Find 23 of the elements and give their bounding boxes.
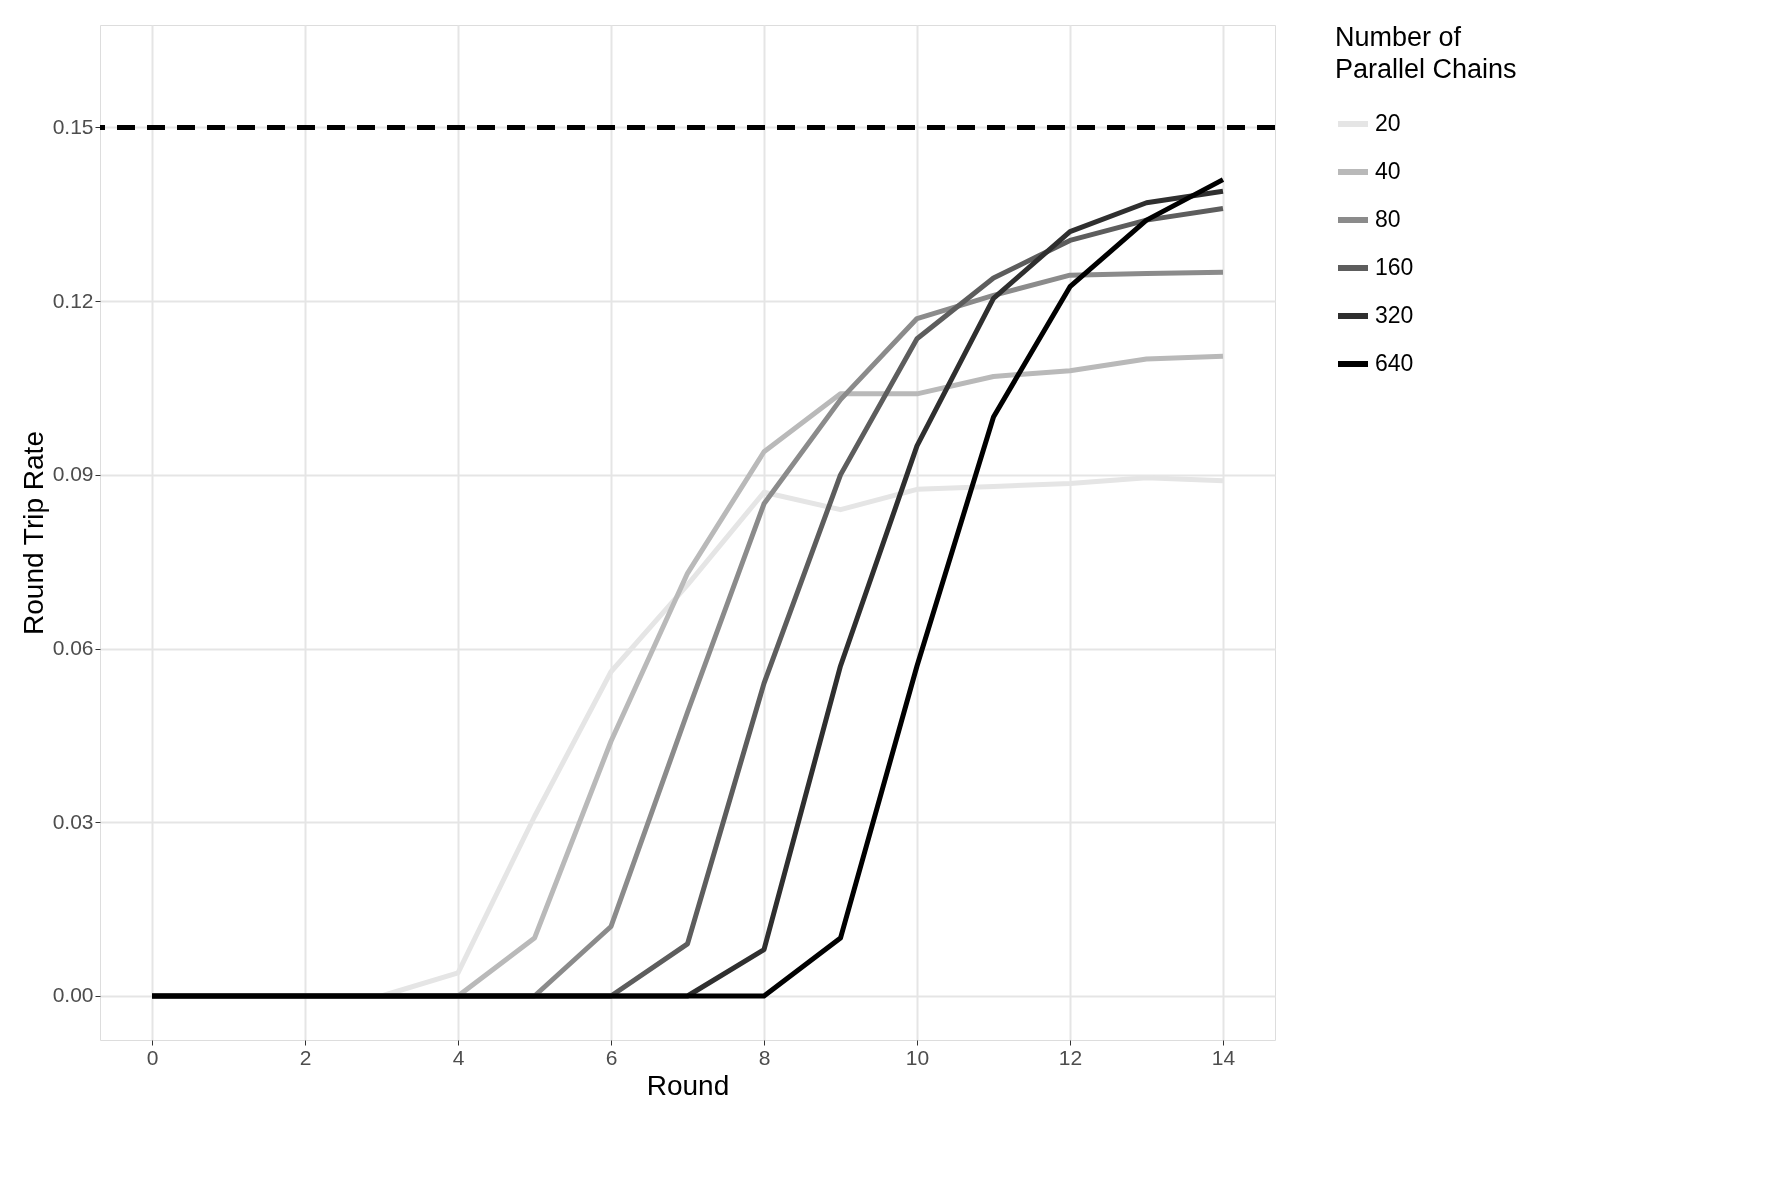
legend-label: 40 [1375,158,1401,184]
y-tick-label: 0.03 [52,809,94,833]
y-tick-label: 0.06 [52,636,94,660]
legend-label: 160 [1375,254,1414,280]
x-tick-label: 4 [452,1045,465,1069]
x-tick-label: 8 [758,1045,771,1069]
legend-label: 320 [1375,302,1414,328]
x-tick-label: 14 [1211,1045,1236,1069]
legend-label: 20 [1375,110,1401,136]
y-tick-label: 0.09 [52,462,94,486]
y-axis-title: Round Trip Rate [17,431,49,635]
x-tick-label: 2 [299,1045,312,1069]
legend-title: Number of Parallel Chains [1335,22,1517,84]
y-tick-label: 0.15 [52,114,94,138]
x-tick-label: 12 [1058,1045,1083,1069]
y-tick-label: 0.12 [52,288,94,312]
legend-label: 640 [1375,350,1414,376]
x-tick-label: 6 [605,1045,618,1069]
y-tick-label: 0.00 [52,983,94,1007]
x-tick-label: 10 [905,1045,930,1069]
x-axis-title: Round [646,1069,730,1101]
legend-label: 80 [1375,206,1401,232]
x-tick-label: 0 [146,1045,159,1069]
